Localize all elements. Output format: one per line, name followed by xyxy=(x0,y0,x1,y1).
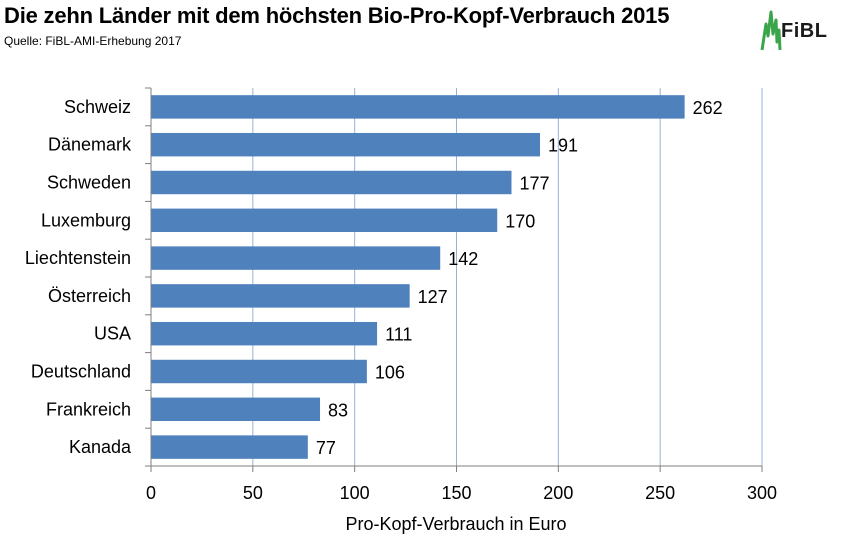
labels: Schweiz 262 Dänemark 191 Schweden 177 Luxembur… xyxy=(25,97,777,503)
data-label: 262 xyxy=(693,98,723,118)
category-label: Dänemark xyxy=(48,135,132,155)
chart-title: Die zehn Länder mit dem höchsten Bio-Pro… xyxy=(4,3,670,28)
fibl-logo: FiBL xyxy=(758,6,843,54)
bar xyxy=(151,359,367,384)
data-label: 191 xyxy=(548,136,578,156)
data-label: 142 xyxy=(448,249,478,269)
bar xyxy=(151,321,378,346)
data-label: 177 xyxy=(519,174,549,194)
bar xyxy=(151,208,498,233)
axes xyxy=(145,87,763,472)
category-label: Schweiz xyxy=(64,97,131,117)
bar xyxy=(151,132,541,157)
x-tick-label: 250 xyxy=(645,483,675,503)
data-label: 83 xyxy=(328,400,348,420)
bar xyxy=(151,284,410,308)
bar xyxy=(151,435,308,459)
category-label: Luxemburg xyxy=(41,210,131,230)
bar xyxy=(151,95,685,119)
x-tick-label: 200 xyxy=(543,483,573,503)
bars xyxy=(151,95,685,459)
data-label: 106 xyxy=(375,363,405,383)
x-tick-label: 50 xyxy=(243,483,263,503)
category-label: Liechtenstein xyxy=(25,248,131,268)
data-label: 170 xyxy=(505,211,535,231)
category-label: Schweden xyxy=(47,173,131,193)
logo-text: FiBL xyxy=(781,20,828,42)
x-tick-label: 0 xyxy=(146,483,156,503)
bar xyxy=(151,246,441,270)
category-label: Frankreich xyxy=(46,399,131,419)
data-label: 77 xyxy=(316,438,336,458)
data-label: 127 xyxy=(418,287,448,307)
fibl-leaf-icon xyxy=(760,10,782,51)
category-label: Deutschland xyxy=(31,362,131,382)
x-tick-label: 100 xyxy=(340,483,370,503)
category-label: Österreich xyxy=(48,286,131,306)
x-axis-title: Pro-Kopf-Verbrauch in Euro xyxy=(345,514,566,534)
x-tick-label: 150 xyxy=(441,483,471,503)
bar xyxy=(151,397,321,422)
data-label: 111 xyxy=(385,325,412,345)
category-label: Kanada xyxy=(69,437,132,457)
bar xyxy=(151,170,512,195)
category-label: USA xyxy=(94,324,131,344)
x-tick-label: 300 xyxy=(747,483,777,503)
source-note: Quelle: FiBL-AMI-Erhebung 2017 xyxy=(4,34,182,48)
